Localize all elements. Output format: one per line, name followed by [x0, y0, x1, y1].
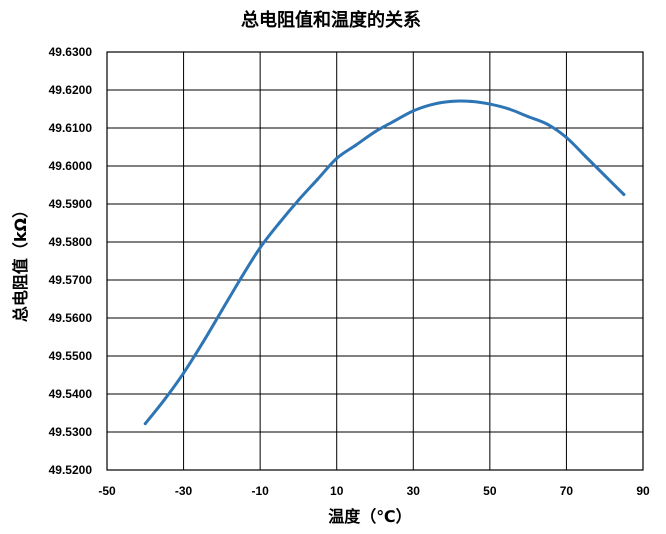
y-tick-label: 49.5200 [49, 463, 93, 477]
data-point [316, 177, 320, 181]
grid [106, 51, 644, 471]
y-axis-ticks: 49.5200 49.5300 49.5400 49.5500 49.5600 49.57… [49, 45, 93, 477]
y-tick-label: 49.6200 [49, 83, 93, 97]
data-point [411, 109, 415, 113]
y-tick-label: 49.5300 [49, 425, 93, 439]
data-point [162, 398, 166, 402]
x-tick-label: -30 [175, 484, 193, 498]
x-tick-label: 50 [483, 484, 497, 498]
data-point [450, 99, 454, 103]
data-point [564, 136, 568, 139]
data-point [239, 276, 243, 280]
data-point [182, 371, 186, 375]
data-point [603, 174, 607, 177]
y-tick-label: 49.6100 [49, 121, 93, 135]
data-point [354, 143, 358, 147]
y-tick-label: 49.5800 [49, 235, 93, 249]
y-tick-label: 49.5400 [49, 387, 93, 401]
y-tick-label: 49.6300 [49, 45, 93, 59]
data-point [277, 221, 281, 225]
series-line [143, 99, 626, 426]
y-axis-label: 总电阻值（kΩ） [11, 202, 30, 322]
x-tick-label: 70 [560, 484, 574, 498]
data-point [220, 308, 224, 312]
data-point [545, 122, 549, 126]
data-point [335, 156, 339, 160]
data-point [201, 341, 205, 345]
x-axis-label: 温度（℃） [327, 507, 411, 526]
x-tick-label: -10 [251, 484, 269, 498]
x-axis-ticks: -50 -30 -10 10 30 50 70 90 [98, 484, 650, 498]
data-point [507, 107, 511, 111]
data-point [143, 422, 147, 426]
data-point [373, 130, 377, 134]
y-tick-label: 49.6000 [49, 159, 93, 173]
data-point [258, 246, 262, 250]
y-tick-label: 49.5600 [49, 311, 93, 325]
y-tick-label: 49.5500 [49, 349, 93, 363]
data-point [488, 102, 492, 106]
y-tick-label: 49.5900 [49, 197, 93, 211]
x-tick-label: -50 [98, 484, 116, 498]
data-point [584, 155, 588, 158]
x-tick-label: 90 [636, 484, 650, 498]
data-point [622, 193, 626, 196]
x-tick-label: 10 [330, 484, 344, 498]
data-point [296, 198, 300, 202]
data-point [430, 102, 434, 106]
x-tick-label: 30 [407, 484, 421, 498]
chart-title: 总电阻值和温度的关系 [241, 9, 421, 31]
data-point [526, 115, 530, 119]
data-point [392, 119, 396, 123]
plot-frame [106, 51, 644, 471]
y-tick-label: 49.5700 [49, 273, 93, 287]
data-point [469, 99, 473, 103]
series-layer [143, 99, 626, 426]
